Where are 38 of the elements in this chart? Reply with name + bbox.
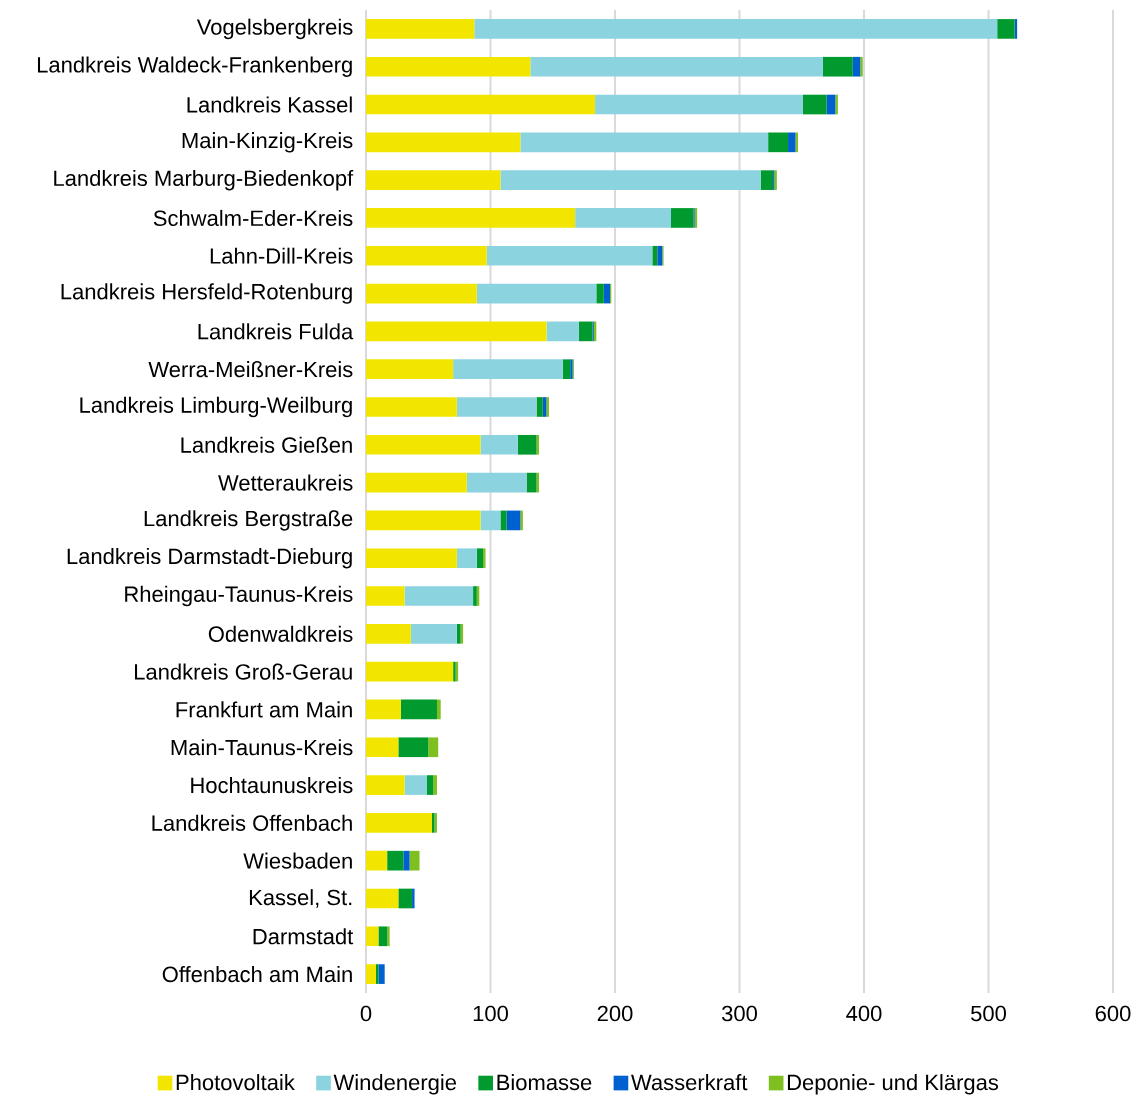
y-tick-label: Landkreis Hersfeld-Rotenburg <box>61 283 352 304</box>
y-tick-label: Main-Kinzig-Kreis <box>182 132 353 153</box>
x-tick-label: 200 <box>597 1005 633 1022</box>
y-tick-label: Wiesbaden <box>243 852 352 869</box>
y-tick-label: Main-Taunus-Kreis <box>171 739 353 756</box>
y-tick-label: Landkreis Groß-Gerau <box>135 663 352 680</box>
x-tick-label: 0 <box>360 1005 372 1022</box>
y-tick-label: Kassel, St. <box>249 889 352 908</box>
y-tick-label: Landkreis Fulda <box>198 323 354 340</box>
y-tick-label: Landkreis Limburg-Weilburg <box>80 396 352 418</box>
y-tick-label: Landkreis Marburg-Biedenkopf <box>54 169 354 191</box>
y-tick-label: Hochtaunuskreis <box>191 776 353 794</box>
x-tick-label: 600 <box>1095 1005 1131 1022</box>
y-tick-label: Landkreis Darmstadt-Dieburg <box>67 547 352 569</box>
y-tick-label: Offenbach am Main <box>162 966 352 983</box>
x-tick-label: 400 <box>846 1005 882 1022</box>
legend-label: Deponie- und Klärgas <box>787 1074 999 1095</box>
y-tick-label: Frankfurt am Main <box>176 701 352 718</box>
y-tick-label: Darmstadt <box>253 928 354 945</box>
y-tick-label: Rheingau-Taunus-Kreis <box>125 585 353 607</box>
y-tick-label: Landkreis Offenbach <box>152 814 352 831</box>
y-tick-label: Odenwaldkreis <box>208 625 353 642</box>
x-tick-label: 300 <box>721 1005 757 1022</box>
y-tick-label: Landkreis Waldeck-Frankenberg <box>37 56 352 77</box>
legend-label: Biomasse <box>497 1074 592 1091</box>
y-tick-label: Werra-Meißner-Kreis <box>148 361 353 378</box>
y-tick-label: Vogelsbergkreis <box>196 18 353 40</box>
x-tick-label: 100 <box>473 1005 508 1022</box>
y-tick-label: Lahn-Dill-Kreis <box>210 247 353 264</box>
y-tick-label: Wetteraukreis <box>218 474 353 491</box>
y-tick-label: Schwalm-Eder-Kreis <box>153 209 353 227</box>
x-tick-label: 500 <box>971 1005 1006 1022</box>
y-tick-label: Landkreis Bergstraße <box>144 510 353 531</box>
legend-label: Photovoltaik <box>176 1074 295 1091</box>
legend-label: Wasserkraft <box>631 1074 748 1091</box>
y-tick-label: Landkreis Gießen <box>181 436 352 453</box>
legend-label: Windenergie <box>333 1074 457 1095</box>
y-tick-label: Landkreis Kassel <box>187 96 352 113</box>
